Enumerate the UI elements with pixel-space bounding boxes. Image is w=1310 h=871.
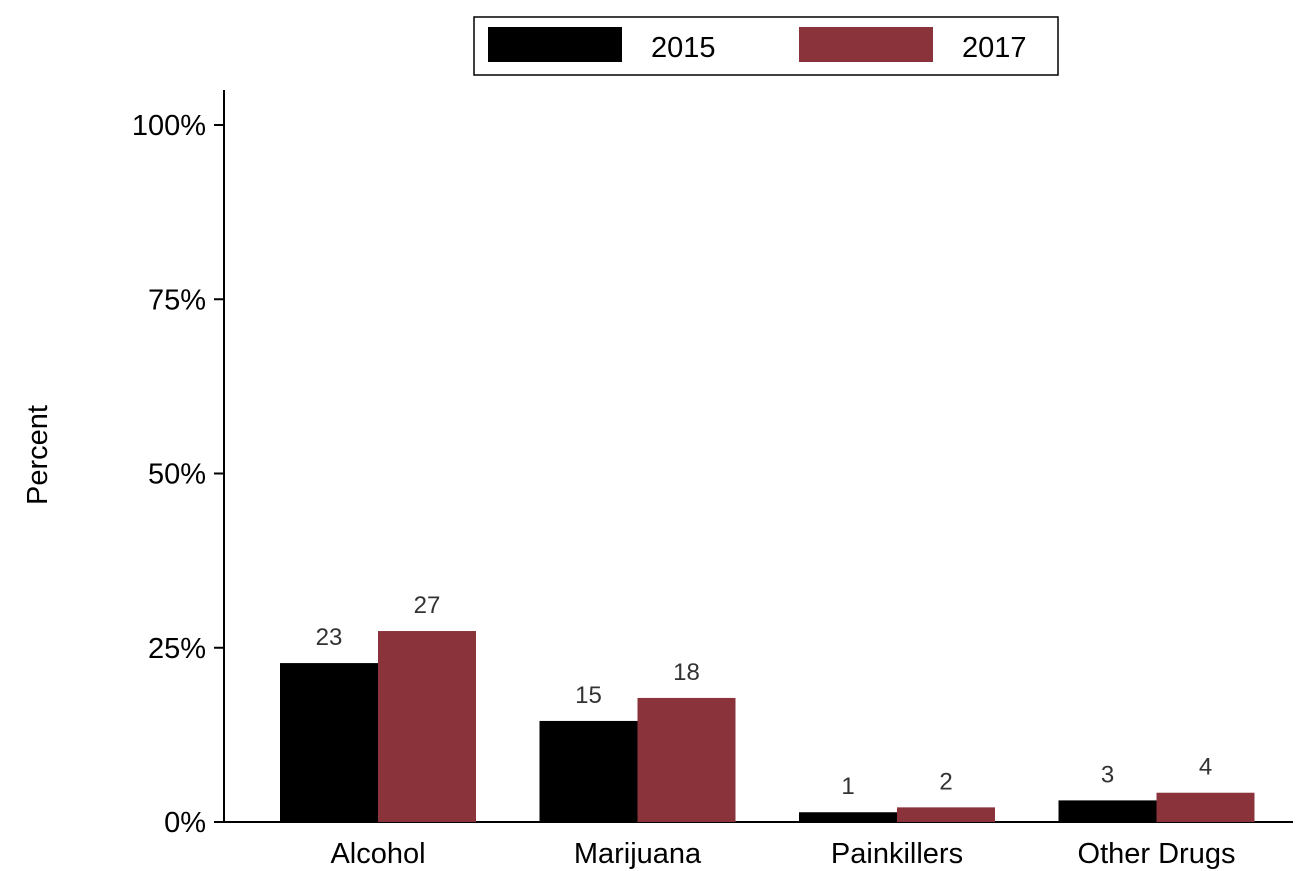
legend-label-2015: 2015 (651, 32, 716, 64)
x-tick-label: Painkillers (831, 838, 963, 870)
y-tick-label: 0% (164, 807, 206, 839)
bar-2015-painkillers (799, 812, 897, 822)
data-label: 4 (1199, 754, 1212, 781)
legend-swatch-2017 (799, 27, 933, 62)
bar-2015-other-drugs (1058, 800, 1157, 822)
bar-2017-marijuana (637, 697, 736, 822)
data-label: 3 (1101, 761, 1114, 788)
y-tick-label: 75% (148, 284, 206, 316)
y-tick-label: 100% (132, 110, 206, 142)
bar-2015-alcohol (280, 663, 378, 822)
y-tick-label: 25% (148, 633, 206, 665)
y-axis-ticks: 0% 25% 50% 75% 100% (132, 110, 224, 839)
bar-2015-marijuana (539, 720, 638, 822)
y-axis-title: Percent (22, 405, 54, 505)
x-axis-labels: Alcohol Marijuana Painkillers Other Drugs (330, 838, 1235, 870)
bar-2017-painkillers (897, 807, 995, 822)
data-label: 27 (414, 592, 441, 619)
data-label: 23 (316, 624, 343, 651)
bar-2017-alcohol (378, 631, 476, 822)
bar-2017-other-drugs (1156, 792, 1255, 822)
legend: 2015 2017 (473, 16, 1059, 76)
x-tick-label: Other Drugs (1078, 838, 1236, 870)
x-tick-label: Alcohol (330, 838, 425, 870)
y-tick-label: 50% (148, 459, 206, 491)
data-label: 2 (939, 768, 952, 795)
x-tick-label: Marijuana (574, 838, 702, 870)
data-label: 1 (841, 773, 854, 800)
data-label: 18 (673, 659, 700, 686)
legend-swatch-2015 (488, 27, 622, 62)
legend-label-2017: 2017 (962, 32, 1027, 64)
data-label: 15 (575, 682, 602, 709)
